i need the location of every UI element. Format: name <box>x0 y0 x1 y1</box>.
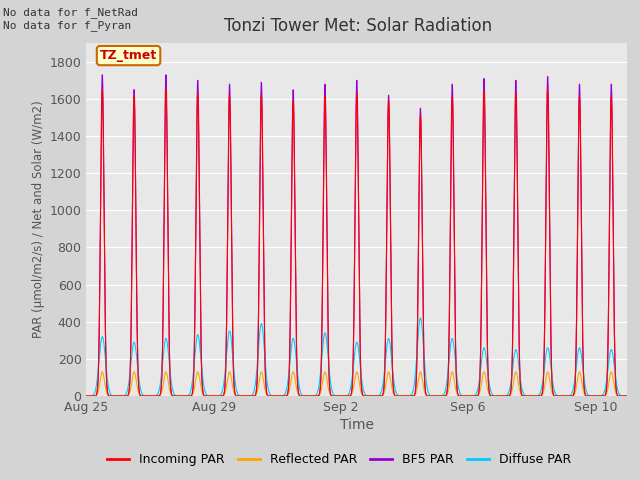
X-axis label: Time: Time <box>340 418 374 432</box>
Legend: Incoming PAR, Reflected PAR, BF5 PAR, Diffuse PAR: Incoming PAR, Reflected PAR, BF5 PAR, Di… <box>102 448 577 471</box>
Text: Tonzi Tower Met: Solar Radiation: Tonzi Tower Met: Solar Radiation <box>225 17 492 35</box>
Text: TZ_tmet: TZ_tmet <box>100 49 157 62</box>
Text: No data for f_NetRad
No data for f_Pyran: No data for f_NetRad No data for f_Pyran <box>3 7 138 31</box>
Y-axis label: PAR (μmol/m2/s) / Net and Solar (W/m2): PAR (μmol/m2/s) / Net and Solar (W/m2) <box>33 101 45 338</box>
